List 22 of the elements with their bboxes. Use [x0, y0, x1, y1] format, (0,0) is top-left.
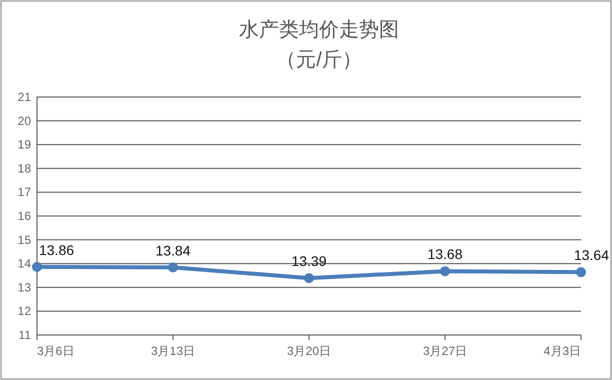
x-tick-label: 3月20日: [286, 344, 332, 358]
y-tick-label: 21: [18, 90, 32, 104]
chart-title: 水产类均价走势图: [239, 19, 399, 41]
y-tick-label: 17: [18, 185, 32, 200]
y-tick-label: 18: [18, 161, 32, 176]
y-tick-label: 19: [18, 138, 32, 152]
y-tick-label: 11: [18, 328, 32, 342]
chart-subtitle: （元/斤）: [276, 49, 362, 71]
x-tick-label: 3月27日: [422, 344, 468, 358]
y-tick-label: 12: [18, 304, 32, 318]
y-tick-label: 15: [18, 232, 32, 247]
y-tick-label: 14: [18, 256, 32, 271]
y-tick-label: 16: [18, 209, 32, 223]
x-tick-label: 3月13日: [150, 344, 196, 358]
data-label: 13.84: [155, 242, 191, 258]
y-tick-label: 13: [18, 280, 32, 294]
x-tick-label: 3月6日: [37, 344, 74, 358]
x-tick-label: 4月3日: [544, 344, 581, 358]
data-label: 13.86: [39, 242, 74, 258]
data-label: 13.64: [574, 247, 610, 264]
data-label: 13.68: [427, 246, 463, 262]
y-tick-label: 20: [18, 114, 32, 128]
